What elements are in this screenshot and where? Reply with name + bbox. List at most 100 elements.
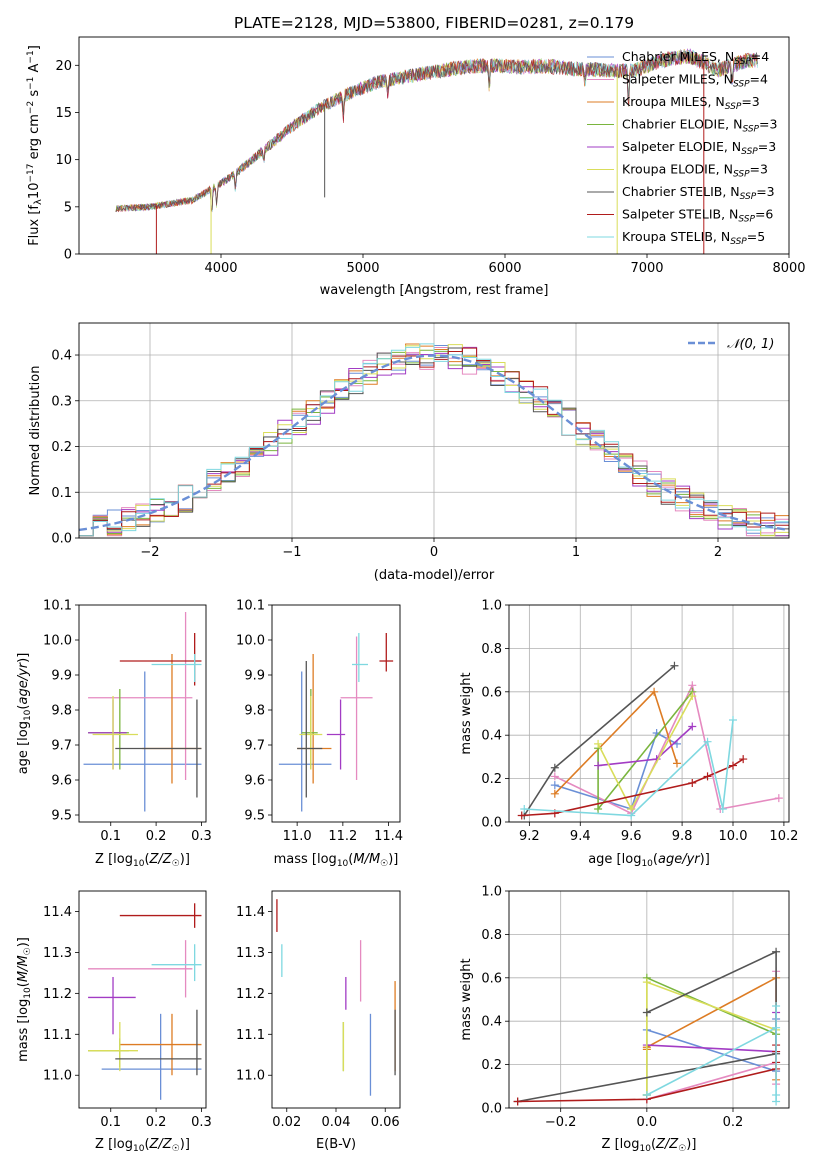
weight-marker xyxy=(550,789,559,798)
legend-label: Salpeter STELIB, NSSP=6 xyxy=(622,207,773,225)
legend-label: 𝒩(0, 1) xyxy=(727,337,774,352)
legend-label-main: Kroupa MILES, N xyxy=(622,94,725,109)
label-part: 10 xyxy=(639,1144,651,1154)
x-tick-label: 0.1 xyxy=(100,829,121,844)
weight-marker xyxy=(550,772,559,781)
x-tick-label: 0.1 xyxy=(100,1115,121,1130)
weight-marker xyxy=(688,692,697,701)
weight-marker xyxy=(627,811,636,820)
label-part: 10 xyxy=(133,859,145,869)
weight-marker xyxy=(772,947,781,956)
x-tick-label: 0.2 xyxy=(146,829,167,844)
x-axis-label: (data-model)/error xyxy=(374,568,495,583)
label-part: ( xyxy=(16,705,31,710)
figure-title: PLATE=2128, MJD=53800, FIBERID=0281, z=0… xyxy=(234,14,634,32)
plot-area xyxy=(517,661,783,820)
weight-marker xyxy=(650,687,659,696)
axes-frame xyxy=(78,36,790,255)
axes-frame xyxy=(78,322,790,539)
y-tick-label: 11.4 xyxy=(43,905,72,920)
weight-line xyxy=(646,1012,777,1053)
label-part: ( xyxy=(348,852,353,867)
x-axis-label: age [log10(age/yr)] xyxy=(588,852,710,869)
x-tick-label: 9.2 xyxy=(519,829,540,844)
y-tick-label: 0.6 xyxy=(481,685,502,700)
label-part: Z [log xyxy=(95,1137,133,1152)
y-tick-label: 9.9 xyxy=(51,669,72,684)
legend-label-main: Salpeter STELIB, N xyxy=(622,207,738,222)
y-axis-label: age [log10(age/yr)] xyxy=(16,653,33,775)
weight-marker xyxy=(520,804,529,813)
label-part: ☉ xyxy=(172,859,180,869)
axes-frame xyxy=(271,890,401,1109)
legend-label: Kroupa MILES, NSSP=3 xyxy=(622,94,760,112)
label-part: 10 xyxy=(27,183,42,200)
label-part: ] xyxy=(27,45,42,50)
label-part: )] xyxy=(16,937,31,947)
legend-label: Salpeter MILES, NSSP=4 xyxy=(622,72,768,90)
label-part: Flux [f xyxy=(27,205,42,246)
x-tick-label: −2 xyxy=(140,545,159,560)
y-tick-label: 15 xyxy=(55,106,72,121)
x-tick-label: 9.6 xyxy=(621,829,642,844)
label-part: ☉ xyxy=(380,859,388,869)
weight-line xyxy=(597,691,693,812)
plot-area xyxy=(115,48,758,254)
y-tick-label: 20 xyxy=(55,59,72,74)
x-axis-label: E(B-V) xyxy=(316,1137,356,1152)
legend-label-main: Salpeter ELODIE, N xyxy=(622,139,741,154)
x-tick-label: 0.3 xyxy=(191,829,212,844)
y-tick-label: 0 xyxy=(64,248,72,263)
x-tick-label: 0.04 xyxy=(322,1115,351,1130)
weight-marker xyxy=(594,739,603,748)
y-axis-label: mass weight xyxy=(459,672,474,754)
legend-label-tail: =3 xyxy=(750,162,768,177)
label-part: Z [log xyxy=(95,852,133,867)
y-tick-label: 10.1 xyxy=(236,599,265,614)
label-part: ☉ xyxy=(678,1144,686,1154)
y-axis-label: Flux [fλ10−17 erg cm−2 s−1 A−1] xyxy=(26,45,44,246)
weight-marker xyxy=(517,811,526,820)
weight-marker xyxy=(642,1090,651,1099)
legend-label-tail: =3 xyxy=(759,117,777,132)
x-tick-label: 9.4 xyxy=(570,829,591,844)
label-part: Z [log xyxy=(602,1137,640,1152)
y-tick-label: 5 xyxy=(64,200,72,215)
label-part: ( xyxy=(651,1137,656,1152)
label-part: 10 xyxy=(23,987,33,999)
label-part: Z/Z xyxy=(149,852,173,867)
label-part: s xyxy=(27,90,42,101)
label-part: A xyxy=(27,63,42,76)
legend-label-sub: SSP xyxy=(740,192,757,202)
weight-line xyxy=(554,731,678,810)
label-part: )] xyxy=(16,653,31,663)
weight-vs-age-panel: 9.2 9.4 9.6 9.8 10.0 10.2 0.0 0.2 0.4 0.6 0.8 1.0 ag… xyxy=(459,599,798,870)
y-axis-label: mass weight xyxy=(459,958,474,1040)
y-tick-label: 9.8 xyxy=(244,704,265,719)
label-part: )] xyxy=(180,852,190,867)
weight-marker xyxy=(703,772,712,781)
y-tick-label: 10.1 xyxy=(43,599,72,614)
age-vs-z-panel: 0.1 0.2 0.39.59.69.79.89.910.010.1Z [log10… xyxy=(16,599,212,870)
x-tick-label: 11.0 xyxy=(283,829,312,844)
x-tick-label: 5000 xyxy=(346,261,379,276)
x-tick-label: 7000 xyxy=(630,261,663,276)
x-tick-label: −0.2 xyxy=(545,1115,577,1130)
label-part: mass [log xyxy=(16,999,31,1062)
weight-marker xyxy=(774,794,783,803)
weight-marker xyxy=(550,763,559,772)
x-tick-label: 11.4 xyxy=(374,829,403,844)
y-tick-label: 0.0 xyxy=(481,816,502,831)
legend-label-sub: SSP xyxy=(733,80,750,90)
y-tick-label: 11.4 xyxy=(236,905,265,920)
weight-line xyxy=(598,725,693,767)
x-tick-label: 2 xyxy=(714,545,722,560)
weight-vs-z-panel: −0.2 0.0 0.2 0.0 0.2 0.4 0.6 0.8 1.0 Z [log10(Z/Z… xyxy=(459,885,790,1154)
y-tick-label: 9.5 xyxy=(244,809,265,824)
y-tick-label: 0.8 xyxy=(481,928,502,943)
y-axis-label: Normed distribution xyxy=(28,366,43,496)
label-part: −17 xyxy=(26,164,36,183)
x-tick-label: 0.02 xyxy=(272,1115,301,1130)
y-axis-label: mass [log10(M/M☉)] xyxy=(16,937,33,1062)
